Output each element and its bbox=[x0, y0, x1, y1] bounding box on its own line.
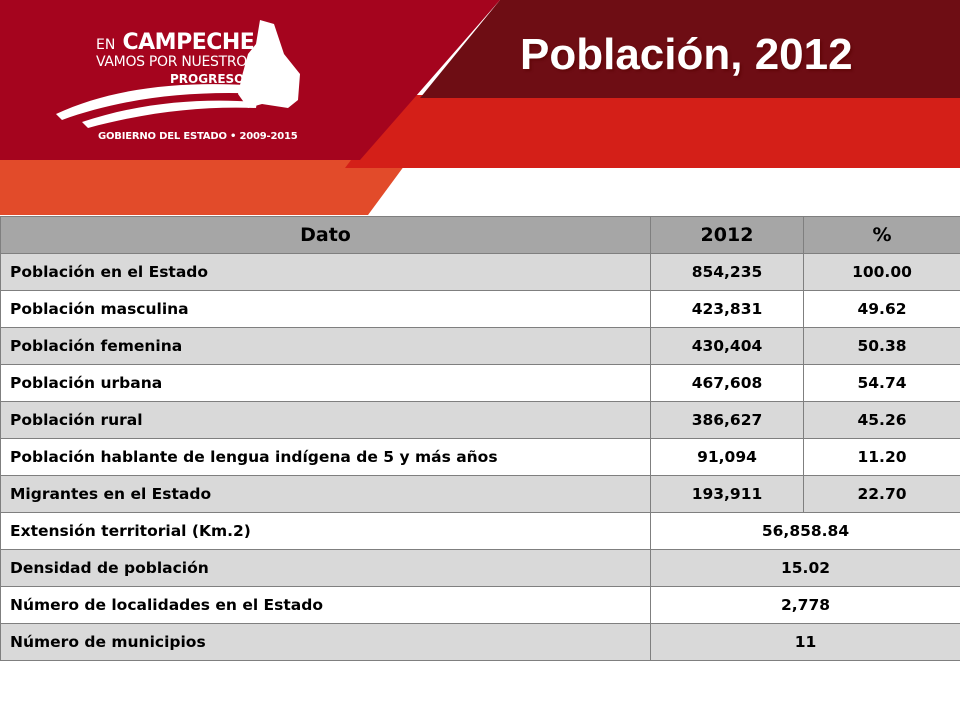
row-percent: 54.74 bbox=[803, 364, 960, 402]
row-value: 2,778 bbox=[650, 586, 960, 624]
logo-line3: PROGRESO bbox=[170, 72, 245, 86]
page-title: Población, 2012 bbox=[520, 30, 853, 79]
row-label: Población hablante de lengua indígena de… bbox=[0, 438, 651, 476]
row-value: 11 bbox=[650, 623, 960, 661]
row-value: 854,235 bbox=[650, 253, 804, 291]
row-value: 423,831 bbox=[650, 290, 804, 328]
row-percent: 50.38 bbox=[803, 327, 960, 365]
table-row: Población femenina 430,404 50.38 bbox=[0, 327, 960, 365]
row-percent: 100.00 bbox=[803, 253, 960, 291]
row-value: 15.02 bbox=[650, 549, 960, 587]
table-row: Población hablante de lengua indígena de… bbox=[0, 438, 960, 476]
table-row: Densidad de población 15.02 bbox=[0, 549, 960, 587]
table-row: Migrantes en el Estado 193,911 22.70 bbox=[0, 475, 960, 513]
table-row: Población rural 386,627 45.26 bbox=[0, 401, 960, 439]
row-value: 91,094 bbox=[650, 438, 804, 476]
row-label: Población rural bbox=[0, 401, 651, 439]
campeche-logo: EN CAMPECHE VAMOS POR NUESTRO PROGRESO G… bbox=[52, 14, 312, 154]
logo-campeche: CAMPECHE bbox=[122, 30, 255, 55]
logo-gobierno: GOBIERNO DEL ESTADO • 2009-2015 bbox=[98, 131, 298, 142]
campeche-map-road-graphic bbox=[56, 20, 300, 128]
header-banner: EN CAMPECHE VAMOS POR NUESTRO PROGRESO G… bbox=[0, 0, 960, 215]
row-value: 386,627 bbox=[650, 401, 804, 439]
row-value: 467,608 bbox=[650, 364, 804, 402]
table-row: Población masculina 423,831 49.62 bbox=[0, 290, 960, 328]
row-percent: 49.62 bbox=[803, 290, 960, 328]
row-value: 56,858.84 bbox=[650, 512, 960, 550]
header-percent: % bbox=[803, 216, 960, 254]
logo-campeche-line: EN CAMPECHE bbox=[96, 30, 255, 55]
row-label: Población femenina bbox=[0, 327, 651, 365]
table-row: Extensión territorial (Km.2) 56,858.84 bbox=[0, 512, 960, 550]
table-row: Número de localidades en el Estado 2,778 bbox=[0, 586, 960, 624]
header-year: 2012 bbox=[650, 216, 804, 254]
table-header-row: Dato 2012 % bbox=[0, 216, 960, 254]
row-label: Densidad de población bbox=[0, 549, 651, 587]
row-label: Número de municipios bbox=[0, 623, 651, 661]
row-percent: 22.70 bbox=[803, 475, 960, 513]
logo-en: EN bbox=[96, 37, 116, 53]
table-row: Número de municipios 11 bbox=[0, 623, 960, 661]
table-row: Población en el Estado 854,235 100.00 bbox=[0, 253, 960, 291]
row-label: Migrantes en el Estado bbox=[0, 475, 651, 513]
row-percent: 11.20 bbox=[803, 438, 960, 476]
row-label: Extensión territorial (Km.2) bbox=[0, 512, 651, 550]
logo-line2: VAMOS POR NUESTRO bbox=[96, 54, 247, 70]
table-row: Población urbana 467,608 54.74 bbox=[0, 364, 960, 402]
row-label: Población en el Estado bbox=[0, 253, 651, 291]
row-label: Población urbana bbox=[0, 364, 651, 402]
population-table: Dato 2012 % Población en el Estado 854,2… bbox=[0, 216, 960, 661]
header-dato: Dato bbox=[0, 216, 651, 254]
row-value: 430,404 bbox=[650, 327, 804, 365]
row-percent: 45.26 bbox=[803, 401, 960, 439]
row-label: Número de localidades en el Estado bbox=[0, 586, 651, 624]
row-label: Población masculina bbox=[0, 290, 651, 328]
row-value: 193,911 bbox=[650, 475, 804, 513]
